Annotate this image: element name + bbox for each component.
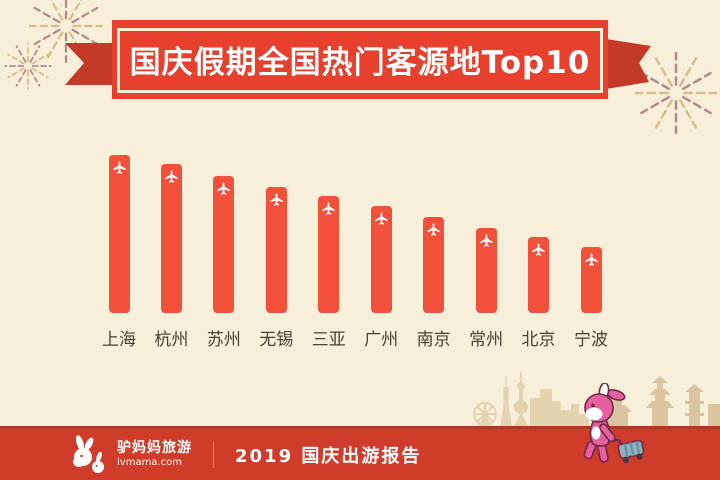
bar-label-2: 杭州 [154, 330, 189, 350]
airplane-icon [584, 253, 598, 266]
airplane-icon [479, 234, 493, 247]
mascot-donkey-with-suitcase [583, 383, 645, 464]
bar-7 [423, 217, 445, 313]
airplane-icon [532, 243, 545, 256]
bar-label-5: 三亚 [311, 330, 346, 350]
airplane-icon [322, 202, 335, 215]
airplane-icon [165, 170, 178, 183]
bar-2 [160, 164, 182, 313]
firework-icon [634, 51, 718, 135]
bar-1 [108, 155, 130, 313]
bar-6 [370, 206, 392, 313]
bar-label-8: 常州 [469, 330, 504, 350]
bar-label-3: 苏州 [206, 330, 241, 350]
airplane-icon [427, 223, 440, 236]
ribbon-tail-left [65, 43, 113, 85]
bar-label-1: 上海 [102, 330, 136, 350]
bar-label-7: 南京 [416, 330, 451, 350]
ribbon-tail-right [606, 39, 651, 89]
bar-3 [213, 176, 235, 313]
bar-8 [475, 228, 497, 313]
airplane-icon [375, 212, 388, 225]
footer-divider [213, 441, 214, 468]
bar-9 [528, 237, 549, 313]
airplane-icon [217, 182, 231, 195]
bar-label-4: 无锡 [259, 330, 294, 350]
bar-10 [580, 247, 602, 313]
bar-4 [265, 187, 287, 313]
lvmama-logo: 驴妈妈旅游 lvmama.com [68, 434, 192, 475]
logo-name: 驴妈妈旅游 [117, 440, 192, 457]
logo-domain: lvmama.com [117, 456, 182, 468]
bar-label-10: 宁波 [574, 330, 608, 350]
airplane-icon [112, 161, 126, 174]
donkey-logo-icon [73, 434, 104, 473]
bar-label-6: 广州 [364, 330, 399, 350]
bar-label-9: 北京 [521, 330, 556, 350]
report-title: 2019 国庆出游报告 [235, 445, 422, 467]
firework-icon [4, 42, 52, 90]
page-title: 国庆假期全国热门客源地Top10 [129, 45, 591, 81]
firework-icon [28, 0, 104, 64]
city-skyline-silhouette [473, 372, 720, 428]
bar-5 [318, 196, 340, 313]
airplane-icon [270, 193, 283, 206]
